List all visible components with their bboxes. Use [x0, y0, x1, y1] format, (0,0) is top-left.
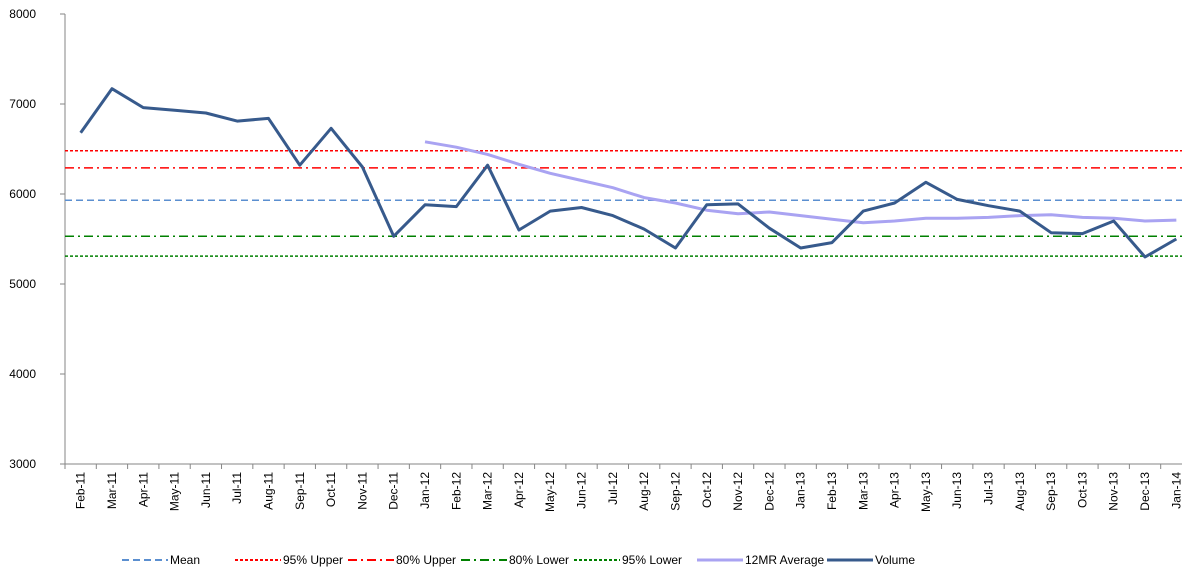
legend-label: 95% Lower	[622, 553, 682, 567]
x-tick-label: Mar-13	[856, 472, 870, 510]
x-tick-label: Dec-12	[762, 472, 776, 511]
x-tick-label: Nov-12	[731, 472, 745, 511]
x-tick-label: Jan-13	[794, 472, 808, 509]
x-tick-label: Aug-13	[1013, 472, 1027, 511]
x-tick-label: Mar-12	[481, 472, 495, 510]
x-tick-label: Aug-11	[261, 472, 275, 510]
x-tick-label: Nov-11	[355, 472, 369, 510]
x-tick-label: Sep-13	[1044, 472, 1058, 511]
x-tick-label: Mar-11	[105, 472, 119, 509]
x-tick-label: May-13	[919, 472, 933, 512]
legend-label: 80% Lower	[509, 553, 569, 567]
y-tick-label: 7000	[9, 97, 36, 111]
y-tick-label: 6000	[9, 187, 36, 201]
x-tick-label: Feb-12	[449, 472, 463, 510]
y-tick-label: 5000	[9, 277, 36, 291]
x-tick-label: Apr-11	[136, 472, 150, 507]
x-tick-label: Dec-13	[1138, 472, 1152, 511]
x-tick-label: Jan-14	[1169, 472, 1182, 509]
x-tick-label: Jul-12	[606, 472, 620, 505]
x-tick-label: Apr-12	[512, 472, 526, 508]
legend-label: Mean	[170, 553, 200, 567]
x-tick-label: Apr-13	[888, 472, 902, 508]
legend-label: 95% Upper	[283, 553, 343, 567]
x-tick-label: Oct-13	[1075, 472, 1089, 508]
x-tick-label: Aug-12	[637, 472, 651, 511]
x-tick-label: May-12	[543, 472, 557, 512]
x-tick-label: Feb-13	[825, 472, 839, 510]
y-tick-label: 4000	[9, 367, 36, 381]
x-tick-label: Nov-13	[1107, 472, 1121, 511]
x-tick-label: Oct-12	[700, 472, 714, 508]
y-tick-label: 3000	[9, 457, 36, 471]
x-tick-label: Sep-12	[668, 472, 682, 511]
x-tick-label: Sep-11	[293, 472, 307, 510]
legend-label: 80% Upper	[396, 553, 456, 567]
data-line	[79, 87, 1178, 259]
x-tick-label: Jun-11	[199, 472, 213, 508]
x-tick-label: Jul-13	[982, 472, 996, 505]
x-tick-label: Dec-11	[387, 472, 401, 510]
x-tick-label: May-11	[168, 472, 182, 511]
legend-label: Volume	[875, 553, 915, 567]
y-tick-label: 8000	[9, 7, 36, 21]
legend-label: 12MR Average	[745, 553, 824, 567]
data-line	[424, 140, 1177, 225]
x-tick-label: Oct-11	[324, 472, 338, 507]
x-tick-label: Jun-12	[575, 472, 589, 509]
x-tick-label: Jul-11	[230, 472, 244, 504]
x-tick-label: Jan-12	[418, 472, 432, 509]
x-tick-label: Jun-13	[950, 472, 964, 509]
x-tick-label: Feb-11	[74, 472, 88, 509]
